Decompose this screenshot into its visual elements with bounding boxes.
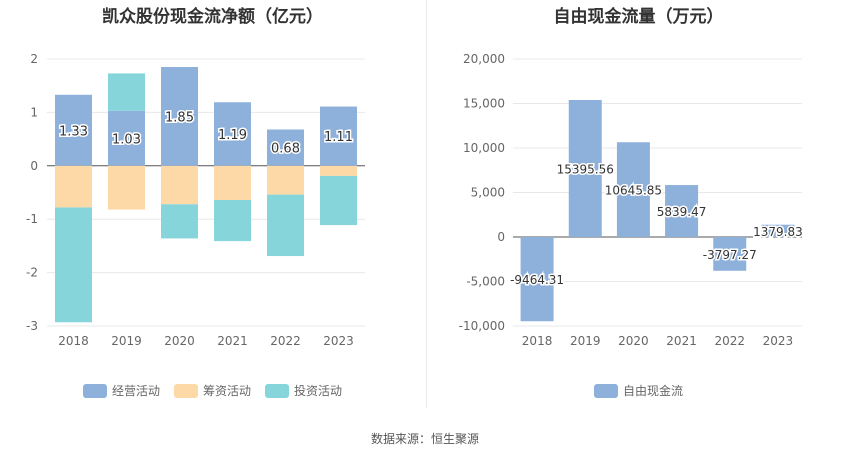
legend-swatch-investing [265,383,289,398]
data-label: -3797.27 [703,248,757,262]
left-chart-legend: 经营活动 筹资活动 投资活动 [0,382,425,399]
bar-financing [55,165,92,208]
bar-investing [108,73,145,111]
data-label: 1.19 [218,128,247,143]
y-tick-label: 0 [30,159,38,173]
x-tick-label: 2020 [618,334,649,348]
bar-financing [108,165,145,210]
bar-operating [214,102,251,166]
x-tick-label: 2023 [763,334,794,348]
x-tick-label: 2021 [217,334,248,348]
x-tick-label: 2021 [666,334,697,348]
right-chart-plot: 20,000 15,000 10,000 5,000 0 -5,000 -10,000 201… [459,52,805,348]
legend-item-free-cash-flow[interactable]: 自由现金流 [593,382,683,399]
data-label: 10645.85 [605,184,662,198]
y-tick-label: 1 [30,105,38,119]
data-label: 1379.83 [753,225,803,239]
x-tick-label: 2023 [323,334,354,348]
data-label: 1.03 [112,132,141,147]
bar-investing [267,194,304,257]
left-chart-plot: 2 1 0 -1 -2 -3 2018 1.33 2019 1.03 2020 1.85 2021 1.1… [26,52,365,348]
y-tick-label: 20,000 [463,52,505,66]
bar-financing [161,165,198,205]
bar-operating [161,67,198,166]
legend-swatch-free-cash-flow [593,383,618,398]
panel-divider [426,0,427,408]
free-cash-flow-chart: 自由现金流量（万元） 20,000 15,000 10,000 5,000 0 -5,00… [427,0,850,420]
x-tick-label: 2019 [570,334,601,348]
bar-free-cash-flow [713,237,747,271]
bar-free-cash-flow [520,237,554,322]
legend-label-free-cash-flow: 自由现金流 [622,384,683,398]
bar-financing [214,165,251,200]
x-tick-label: 2022 [270,334,301,348]
y-tick-label: 2 [30,52,38,66]
legend-item-investing[interactable]: 投资活动 [265,382,342,399]
legend-swatch-operating [82,383,107,398]
x-tick-label: 2018 [58,334,89,348]
cash-flow-net-chart: 凯众股份现金流净额（亿元） 2 1 0 -1 -2 -3 2018 1.33 2019 1.03 2… [0,0,425,420]
data-source: 数据来源：恒生聚源 [370,432,479,446]
bar-financing [267,165,304,195]
left-chart-title: 凯众股份现金流净额（亿元） [102,7,323,27]
data-label: 1.33 [59,124,88,139]
data-label: 1.85 [165,110,194,125]
bar-operating [55,94,92,166]
y-tick-label: 0 [497,230,505,244]
x-tick-label: 2018 [522,334,553,348]
y-tick-label: 10,000 [463,141,505,155]
y-tick-label: 15,000 [463,97,505,111]
legend-item-operating[interactable]: 经营活动 [82,382,160,399]
x-tick-label: 2022 [714,334,745,348]
legend-item-financing[interactable]: 筹资活动 [173,382,251,399]
bar-financing [320,165,357,176]
bar-investing [320,175,357,226]
bar-free-cash-flow [665,185,699,237]
right-chart-legend: 自由现金流 [427,382,850,399]
data-label: 5839.47 [657,205,707,219]
data-label: 0.68 [271,142,300,157]
bar-investing [55,207,92,323]
bar-free-cash-flow [761,224,795,237]
bar-operating [108,110,145,166]
bar-free-cash-flow [568,99,602,237]
data-label: -9464.31 [510,273,564,287]
bar-operating [267,129,304,166]
bar-free-cash-flow [616,142,650,237]
legend-swatch-financing [173,383,198,398]
legend-label-financing: 筹资活动 [202,384,251,398]
bar-investing [161,204,198,239]
x-tick-label: 2019 [111,334,142,348]
data-label: 1.11 [324,130,353,145]
bar-operating [320,106,357,166]
right-chart-title: 自由现金流量（万元） [553,7,724,27]
x-tick-label: 2020 [164,334,195,348]
y-tick-label: 5,000 [471,186,505,200]
legend-label-operating: 经营活动 [111,384,160,398]
legend-label-investing: 投资活动 [294,384,343,398]
data-label: 15395.56 [557,162,614,176]
y-tick-label: -10,000 [459,319,505,333]
y-tick-label: -2 [26,266,38,280]
y-tick-label: -3 [26,319,38,333]
y-tick-label: -5,000 [466,275,505,289]
bar-investing [214,199,251,242]
y-tick-label: -1 [26,212,38,226]
